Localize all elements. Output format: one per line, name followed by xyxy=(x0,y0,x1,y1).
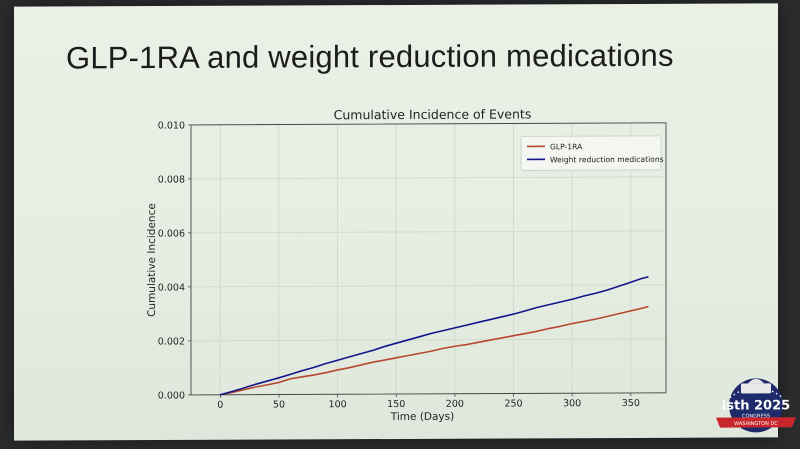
logo-banner xyxy=(716,417,796,428)
axes: 0 50 100 150 200 250 300 350 0.000 0.002 0.004 0.00… xyxy=(158,120,667,411)
x-tick-label: 100 xyxy=(329,399,347,410)
y-grid-line xyxy=(191,230,666,234)
x-tick-label: 0 xyxy=(217,400,223,411)
logo-banner-text: WASHINGTON DC xyxy=(734,421,778,427)
logo-sub-text: CONGRESS xyxy=(742,413,770,419)
y-tick-label: 0.000 xyxy=(158,390,185,401)
y-tick-label: 0.010 xyxy=(158,120,185,131)
y-grid-line xyxy=(191,338,666,342)
x-axis-label: Time (Days) xyxy=(390,411,454,423)
series-lines xyxy=(220,276,649,396)
y-tick-label: 0.004 xyxy=(158,282,185,293)
y-tick-label: 0.002 xyxy=(158,336,185,347)
x-tick-label: 200 xyxy=(446,399,464,410)
presentation-slide: GLP-1RA and weight reduction medications… xyxy=(14,3,796,441)
x-tick-label: 350 xyxy=(622,398,640,409)
x-tick-label: 50 xyxy=(273,399,285,410)
x-tick-label: 300 xyxy=(563,398,581,409)
x-tick-label: 150 xyxy=(387,399,405,410)
plot-frame xyxy=(190,122,667,396)
cumulative-incidence-chart: 0 50 100 150 200 250 300 350 0.000 0.002 0.004 0.00… xyxy=(146,106,667,423)
y-axis-label: Cumulative Incidence xyxy=(146,203,158,317)
legend-box xyxy=(520,135,662,171)
chart-title: Cumulative Incidence of Events xyxy=(334,106,532,122)
legend-label: Weight reduction medications xyxy=(550,155,664,164)
series-line-weight-reduction xyxy=(220,276,649,396)
y-grid-line xyxy=(191,284,666,288)
legend: GLP-1RA Weight reduction medications xyxy=(520,135,664,171)
y-grid-line xyxy=(191,176,666,180)
y-tick-label: 0.008 xyxy=(158,174,185,185)
series-line-glp-1ra xyxy=(220,305,649,396)
isth-2025-congress-logo: isth 2025 CONGRESS WASHINGTON DC xyxy=(716,378,796,433)
x-tick-label: 250 xyxy=(504,398,522,409)
legend-label: GLP-1RA xyxy=(550,142,583,151)
y-tick-label: 0.006 xyxy=(158,228,185,239)
logo-main-text: isth 2025 xyxy=(722,398,790,413)
